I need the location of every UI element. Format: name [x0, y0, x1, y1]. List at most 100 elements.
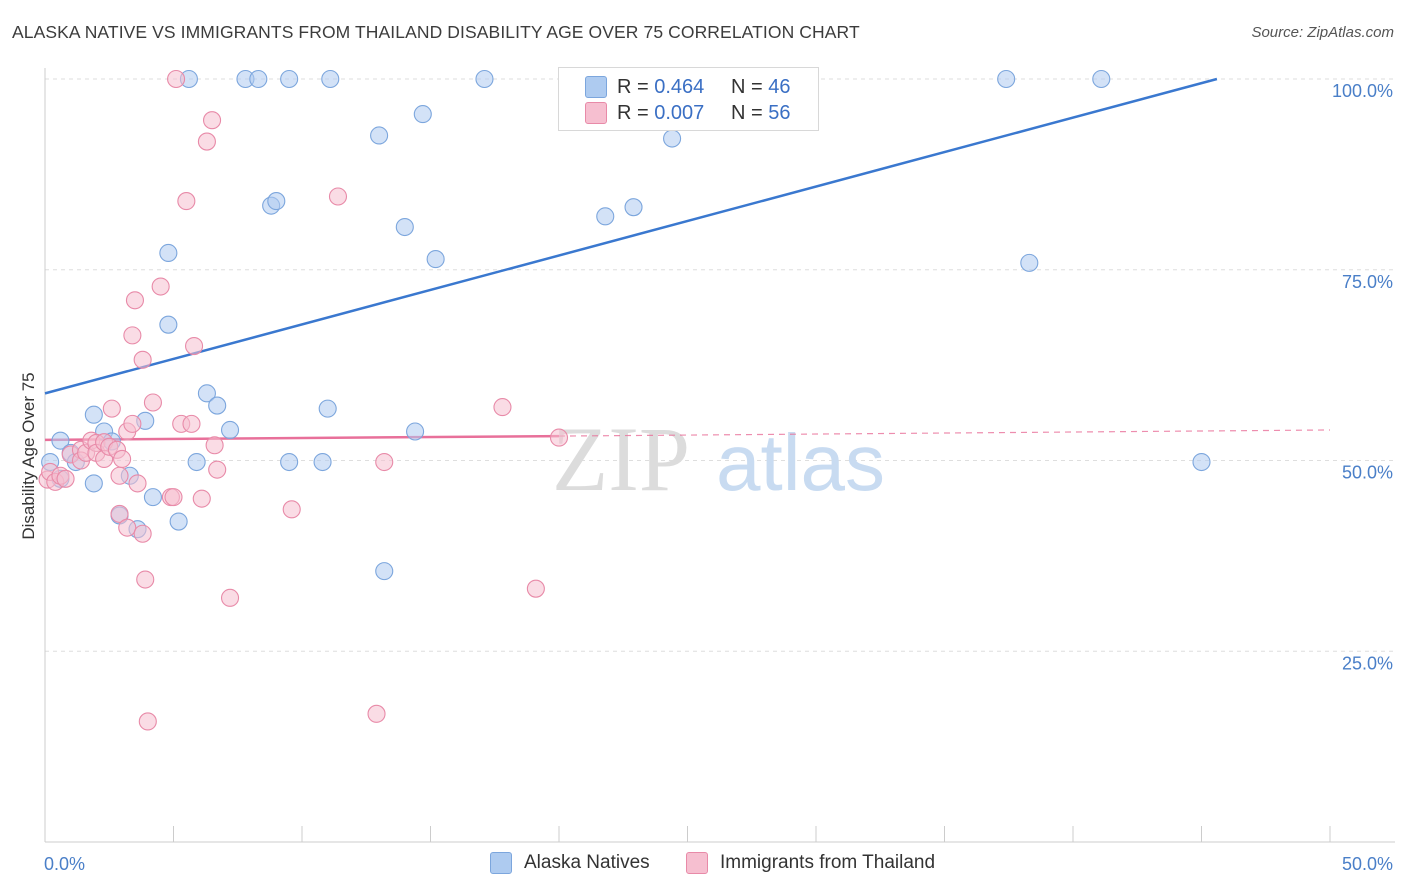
- point-alaska-natives: [318, 399, 337, 418]
- point-immigrants-thailand: [203, 111, 222, 130]
- point-alaska-natives: [313, 452, 332, 472]
- point-alaska-natives: [624, 198, 643, 217]
- gridlines: [45, 78, 1395, 652]
- data-points: [38, 69, 1211, 731]
- legend-swatch-thailand: [585, 102, 607, 124]
- point-alaska-natives: [280, 69, 299, 89]
- point-immigrants-thailand: [56, 469, 75, 488]
- point-alaska-natives: [321, 69, 340, 89]
- point-alaska-natives: [249, 69, 268, 89]
- point-alaska-natives: [596, 207, 615, 226]
- watermark-zip: ZIP: [552, 408, 690, 510]
- axis-labels: 25.0% 50.0% 75.0% 100.0% 0.0% 50.0% Disability…: [19, 81, 1393, 874]
- point-alaska-natives: [159, 315, 178, 334]
- point-immigrants-thailand: [133, 524, 152, 543]
- point-alaska-natives: [997, 69, 1016, 89]
- watermark-atlas: atlas: [716, 418, 885, 507]
- bottom-legend-label-alaska: Alaska Natives: [524, 852, 650, 873]
- point-immigrants-thailand: [113, 449, 132, 469]
- y-tick-label: 100.0%: [1332, 81, 1393, 101]
- bottom-legend-swatch-thailand: [686, 852, 708, 874]
- point-immigrants-thailand: [136, 570, 155, 589]
- point-alaska-natives: [159, 243, 178, 263]
- point-alaska-natives: [51, 431, 70, 450]
- legend: R = 0.464 N = 46 R = 0.007 N = 56: [558, 67, 819, 131]
- point-alaska-natives: [475, 69, 494, 89]
- legend-r-value: 0.464: [654, 75, 705, 98]
- legend-swatch-alaska: [585, 76, 607, 98]
- point-immigrants-thailand: [282, 500, 301, 519]
- trend-line-alaska-natives: [44, 77, 1218, 395]
- point-immigrants-thailand: [182, 414, 201, 433]
- point-immigrants-thailand: [125, 291, 144, 310]
- trend-lines: [44, 77, 1331, 442]
- point-immigrants-thailand: [110, 466, 129, 485]
- point-alaska-natives: [1192, 452, 1211, 472]
- point-alaska-natives: [413, 105, 432, 124]
- point-alaska-natives: [169, 512, 188, 531]
- legend-n-value: 56: [768, 101, 791, 124]
- legend-n-value: 46: [768, 75, 791, 98]
- point-immigrants-thailand: [328, 187, 348, 206]
- point-alaska-natives: [1020, 253, 1039, 272]
- point-immigrants-thailand: [197, 132, 216, 151]
- point-alaska-natives: [406, 422, 425, 441]
- y-tick-label: 25.0%: [1342, 653, 1393, 673]
- point-immigrants-thailand: [123, 414, 142, 433]
- y-tick-label: 75.0%: [1342, 272, 1393, 292]
- trend-line-immigrants-thailand-extension: [558, 429, 1331, 437]
- point-immigrants-thailand: [549, 428, 569, 447]
- bottom-legend-swatch-alaska: [490, 852, 512, 874]
- point-alaska-natives: [395, 217, 414, 237]
- point-immigrants-thailand: [110, 504, 129, 523]
- point-immigrants-thailand: [123, 326, 142, 345]
- point-alaska-natives: [375, 562, 394, 581]
- point-immigrants-thailand: [493, 398, 512, 417]
- point-alaska-natives: [280, 452, 299, 472]
- y-axis-label: Disability Age Over 75: [19, 372, 38, 539]
- point-alaska-natives: [220, 420, 240, 440]
- x-tick-label-min: 0.0%: [44, 854, 85, 874]
- x-tick-label-max: 50.0%: [1342, 854, 1393, 874]
- legend-n-label: N =: [731, 75, 763, 98]
- point-immigrants-thailand: [205, 436, 224, 455]
- point-alaska-natives: [663, 129, 682, 148]
- point-immigrants-thailand: [167, 69, 186, 89]
- bottom-legend-label-thailand: Immigrants from Thailand: [720, 852, 936, 873]
- point-alaska-natives: [426, 250, 445, 269]
- point-alaska-natives: [208, 396, 227, 415]
- source-label: Source: ZipAtlas.com: [1251, 24, 1394, 41]
- point-immigrants-thailand: [164, 488, 183, 507]
- chart-title: ALASKA NATIVE VS IMMIGRANTS FROM THAILAN…: [12, 22, 860, 42]
- point-immigrants-thailand: [185, 336, 204, 356]
- point-immigrants-thailand: [151, 277, 170, 296]
- point-alaska-natives: [143, 488, 162, 507]
- bottom-legend-thailand: Immigrants from Thailand: [686, 852, 935, 874]
- point-alaska-natives: [370, 126, 389, 145]
- point-immigrants-thailand: [102, 399, 121, 418]
- point-immigrants-thailand: [375, 452, 394, 472]
- point-alaska-natives: [187, 452, 206, 472]
- legend-r-value: 0.007: [654, 101, 705, 124]
- point-alaska-natives: [84, 474, 103, 493]
- point-immigrants-thailand: [133, 350, 152, 369]
- point-immigrants-thailand: [177, 192, 196, 211]
- point-immigrants-thailand: [128, 474, 147, 493]
- point-alaska-natives: [84, 405, 103, 424]
- point-immigrants-thailand: [220, 588, 240, 607]
- point-immigrants-thailand: [526, 579, 545, 598]
- legend-r-label: R =: [617, 75, 649, 98]
- point-immigrants-thailand: [138, 712, 157, 731]
- point-immigrants-thailand: [118, 518, 137, 537]
- point-immigrants-thailand: [143, 393, 162, 412]
- bottom-legend-alaska: Alaska Natives: [490, 852, 650, 874]
- y-tick-label: 50.0%: [1342, 463, 1393, 483]
- point-alaska-natives: [267, 192, 286, 211]
- point-immigrants-thailand: [208, 460, 227, 479]
- legend-r-label: R =: [617, 101, 649, 124]
- point-alaska-natives: [1092, 69, 1111, 89]
- point-alaska-natives: [197, 384, 216, 403]
- legend-n-label: N =: [731, 101, 763, 124]
- point-immigrants-thailand: [367, 704, 386, 723]
